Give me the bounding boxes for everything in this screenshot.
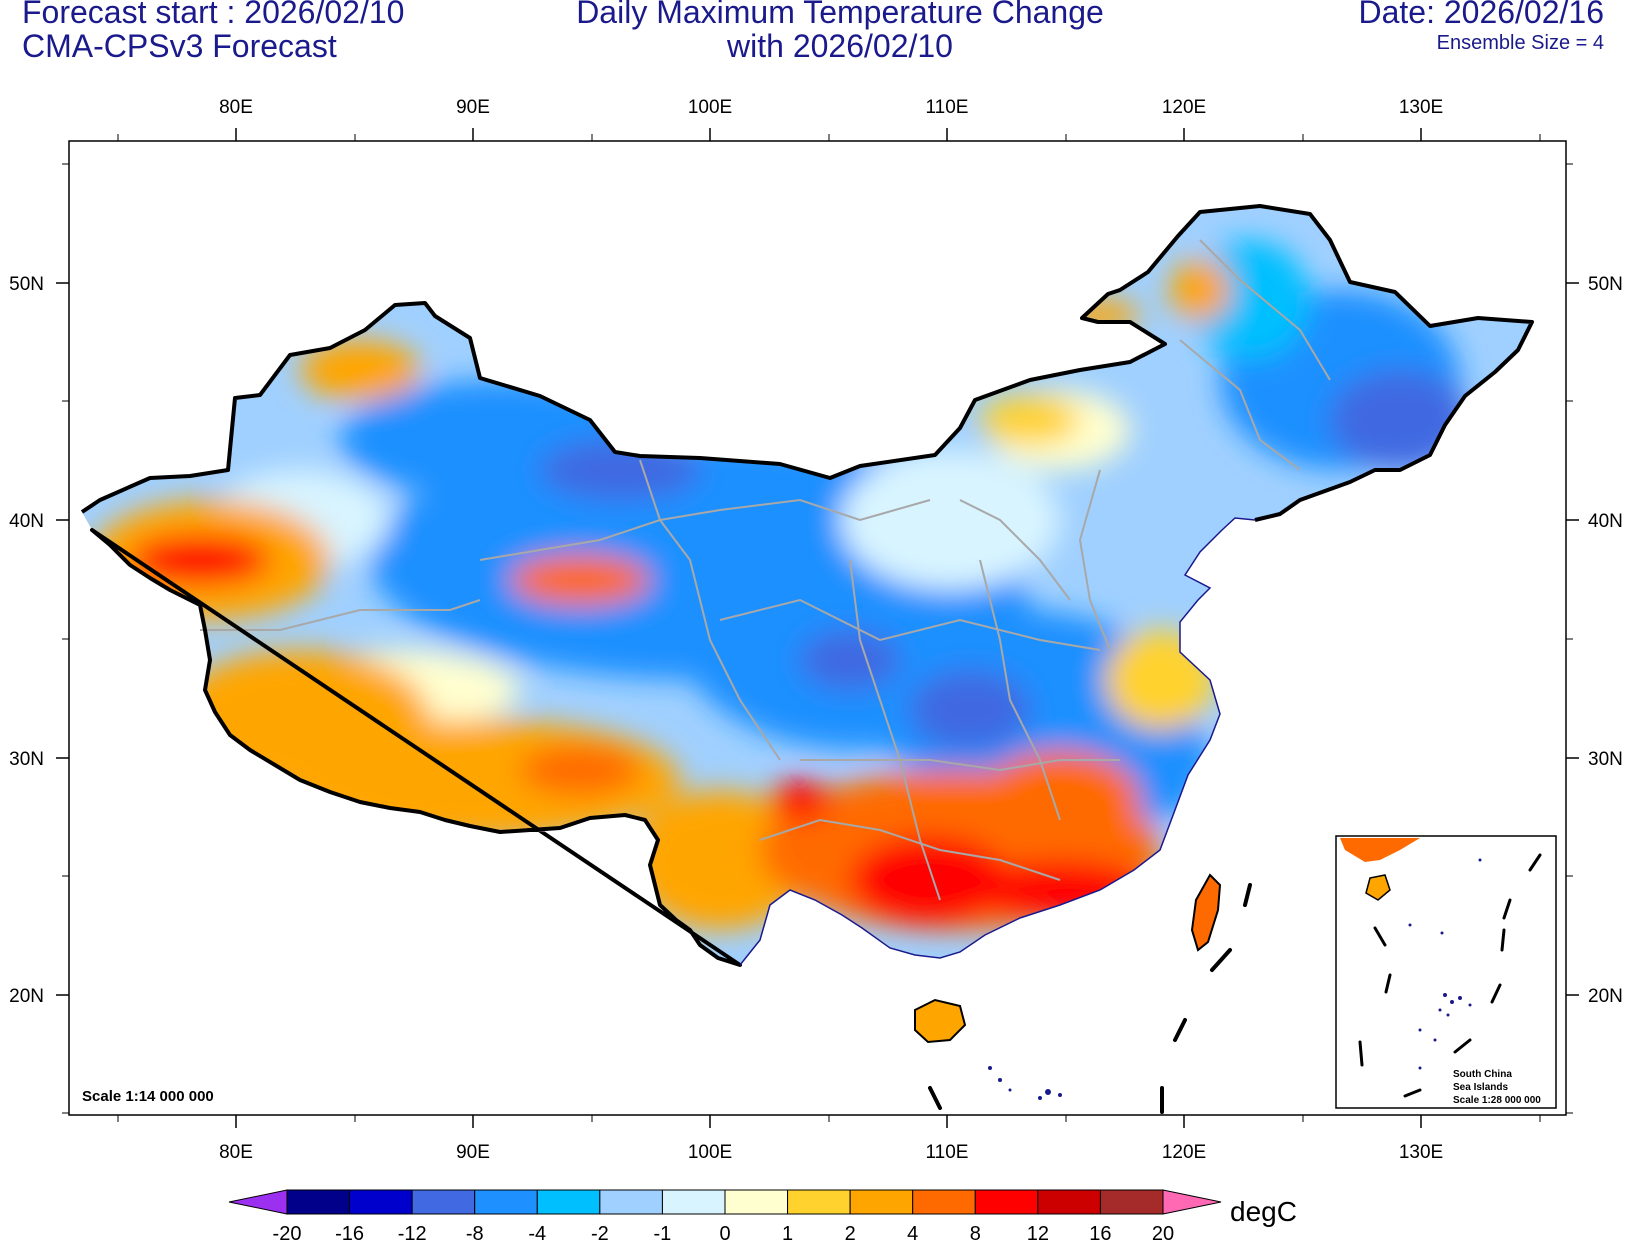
inset-frame	[1335, 835, 1557, 1109]
colorbar-end-high	[1162, 1189, 1222, 1215]
lon-label-top: 110E	[926, 97, 969, 118]
lat-label-right: 30N	[1588, 749, 1623, 770]
colorbar-level-label: 12	[1027, 1223, 1049, 1241]
colorbar-level-label: 4	[907, 1223, 918, 1241]
colorbar-level-label: 2	[845, 1223, 856, 1241]
province-boundaries	[200, 239, 1331, 901]
inset-title: South China	[1453, 1069, 1512, 1080]
forecast-start-label: Forecast start : 2026/02/10	[22, 0, 405, 30]
colorbar: -20 -16 -12 -8 -4 -2 -1 0 1 2 4 8 12 16 20	[228, 1189, 1222, 1241]
inset-map: South China Sea Islands Scale 1:28 000 0…	[1335, 835, 1557, 1109]
map-title-line1: Daily Maximum Temperature Change	[576, 0, 1104, 30]
colorbar-level-label: -12	[398, 1223, 427, 1241]
lat-label-left: 30N	[9, 749, 44, 770]
map-title-line2: with 2026/02/10	[727, 28, 953, 64]
hainan-island	[914, 998, 967, 1044]
colorbar-level-label: -8	[466, 1223, 484, 1241]
main-scale-label: Scale 1:14 000 000	[82, 1088, 214, 1105]
colorbar-level-label: -16	[335, 1223, 364, 1241]
lon-label-top: 120E	[1162, 97, 1206, 118]
colorbar-level-label: -1	[654, 1223, 672, 1241]
coastline	[739, 517, 1256, 966]
lat-label-right: 20N	[1588, 986, 1623, 1007]
colorbar-box	[661, 1189, 726, 1215]
lat-label-right: 50N	[1588, 274, 1623, 295]
map-axes: 80E 80E 90E 90E 100E 100E 110E 110E 120E 120E 130E…	[9, 97, 1623, 1163]
lon-label-top: 130E	[1399, 97, 1443, 118]
colorbar-level-label: 8	[970, 1223, 981, 1241]
colorbar-box	[349, 1189, 413, 1215]
lon-label-bottom: 120E	[1162, 1142, 1206, 1163]
lon-label-bottom: 110E	[926, 1142, 969, 1163]
colorbar-level-label: -20	[273, 1223, 302, 1241]
lon-label-top: 100E	[688, 97, 732, 118]
model-label: CMA-CPSv3 Forecast	[22, 28, 337, 64]
colorbar-box	[411, 1189, 476, 1215]
colorbar-box	[787, 1189, 851, 1215]
taiwan-island	[1190, 873, 1222, 952]
lat-label-left: 50N	[9, 274, 44, 295]
colorbar-level-label: 1	[782, 1223, 793, 1241]
lon-label-top: 90E	[456, 97, 490, 118]
colorbar-level-label: 16	[1089, 1223, 1111, 1241]
lon-label-top: 80E	[219, 97, 253, 118]
national-border	[80, 204, 1534, 967]
lon-label-bottom: 130E	[1399, 1142, 1443, 1163]
colorbar-level-label: 20	[1152, 1223, 1174, 1241]
colorbar-box	[286, 1189, 351, 1215]
lon-label-bottom: 80E	[219, 1142, 253, 1163]
colorbar-box	[536, 1189, 601, 1215]
colorbar-box	[1037, 1189, 1101, 1215]
colorbar-box	[474, 1189, 538, 1215]
lat-label-left: 20N	[9, 986, 44, 1007]
lon-label-bottom: 100E	[688, 1142, 732, 1163]
colorbar-level-label: -2	[591, 1223, 609, 1241]
colorbar-box	[974, 1189, 1039, 1215]
valid-date-label: Date: 2026/02/16	[1358, 0, 1604, 30]
colorbar-unit: degC	[1230, 1196, 1297, 1227]
lat-label-left: 40N	[9, 511, 44, 532]
colorbar-box	[724, 1189, 789, 1215]
inset-mainland	[1340, 838, 1420, 862]
colorbar-box	[912, 1189, 976, 1215]
dash-line	[928, 883, 1252, 1114]
colorbar-box	[1099, 1189, 1164, 1215]
colorbar-end-low	[228, 1189, 288, 1215]
inset-scale: Scale 1:28 000 000	[1453, 1095, 1541, 1106]
inset-hainan	[1365, 874, 1391, 901]
south-sea-islands	[988, 1066, 1062, 1100]
colorbar-box	[599, 1189, 663, 1215]
colorbar-level-label: 0	[719, 1223, 730, 1241]
inset-subtitle: Sea Islands	[1453, 1082, 1508, 1093]
colorbar-level-label: -4	[528, 1223, 546, 1241]
ensemble-size-label: Ensemble Size = 4	[1436, 32, 1604, 54]
colorbar-box	[849, 1189, 914, 1215]
lat-label-right: 40N	[1588, 511, 1623, 532]
lon-label-bottom: 90E	[456, 1142, 490, 1163]
